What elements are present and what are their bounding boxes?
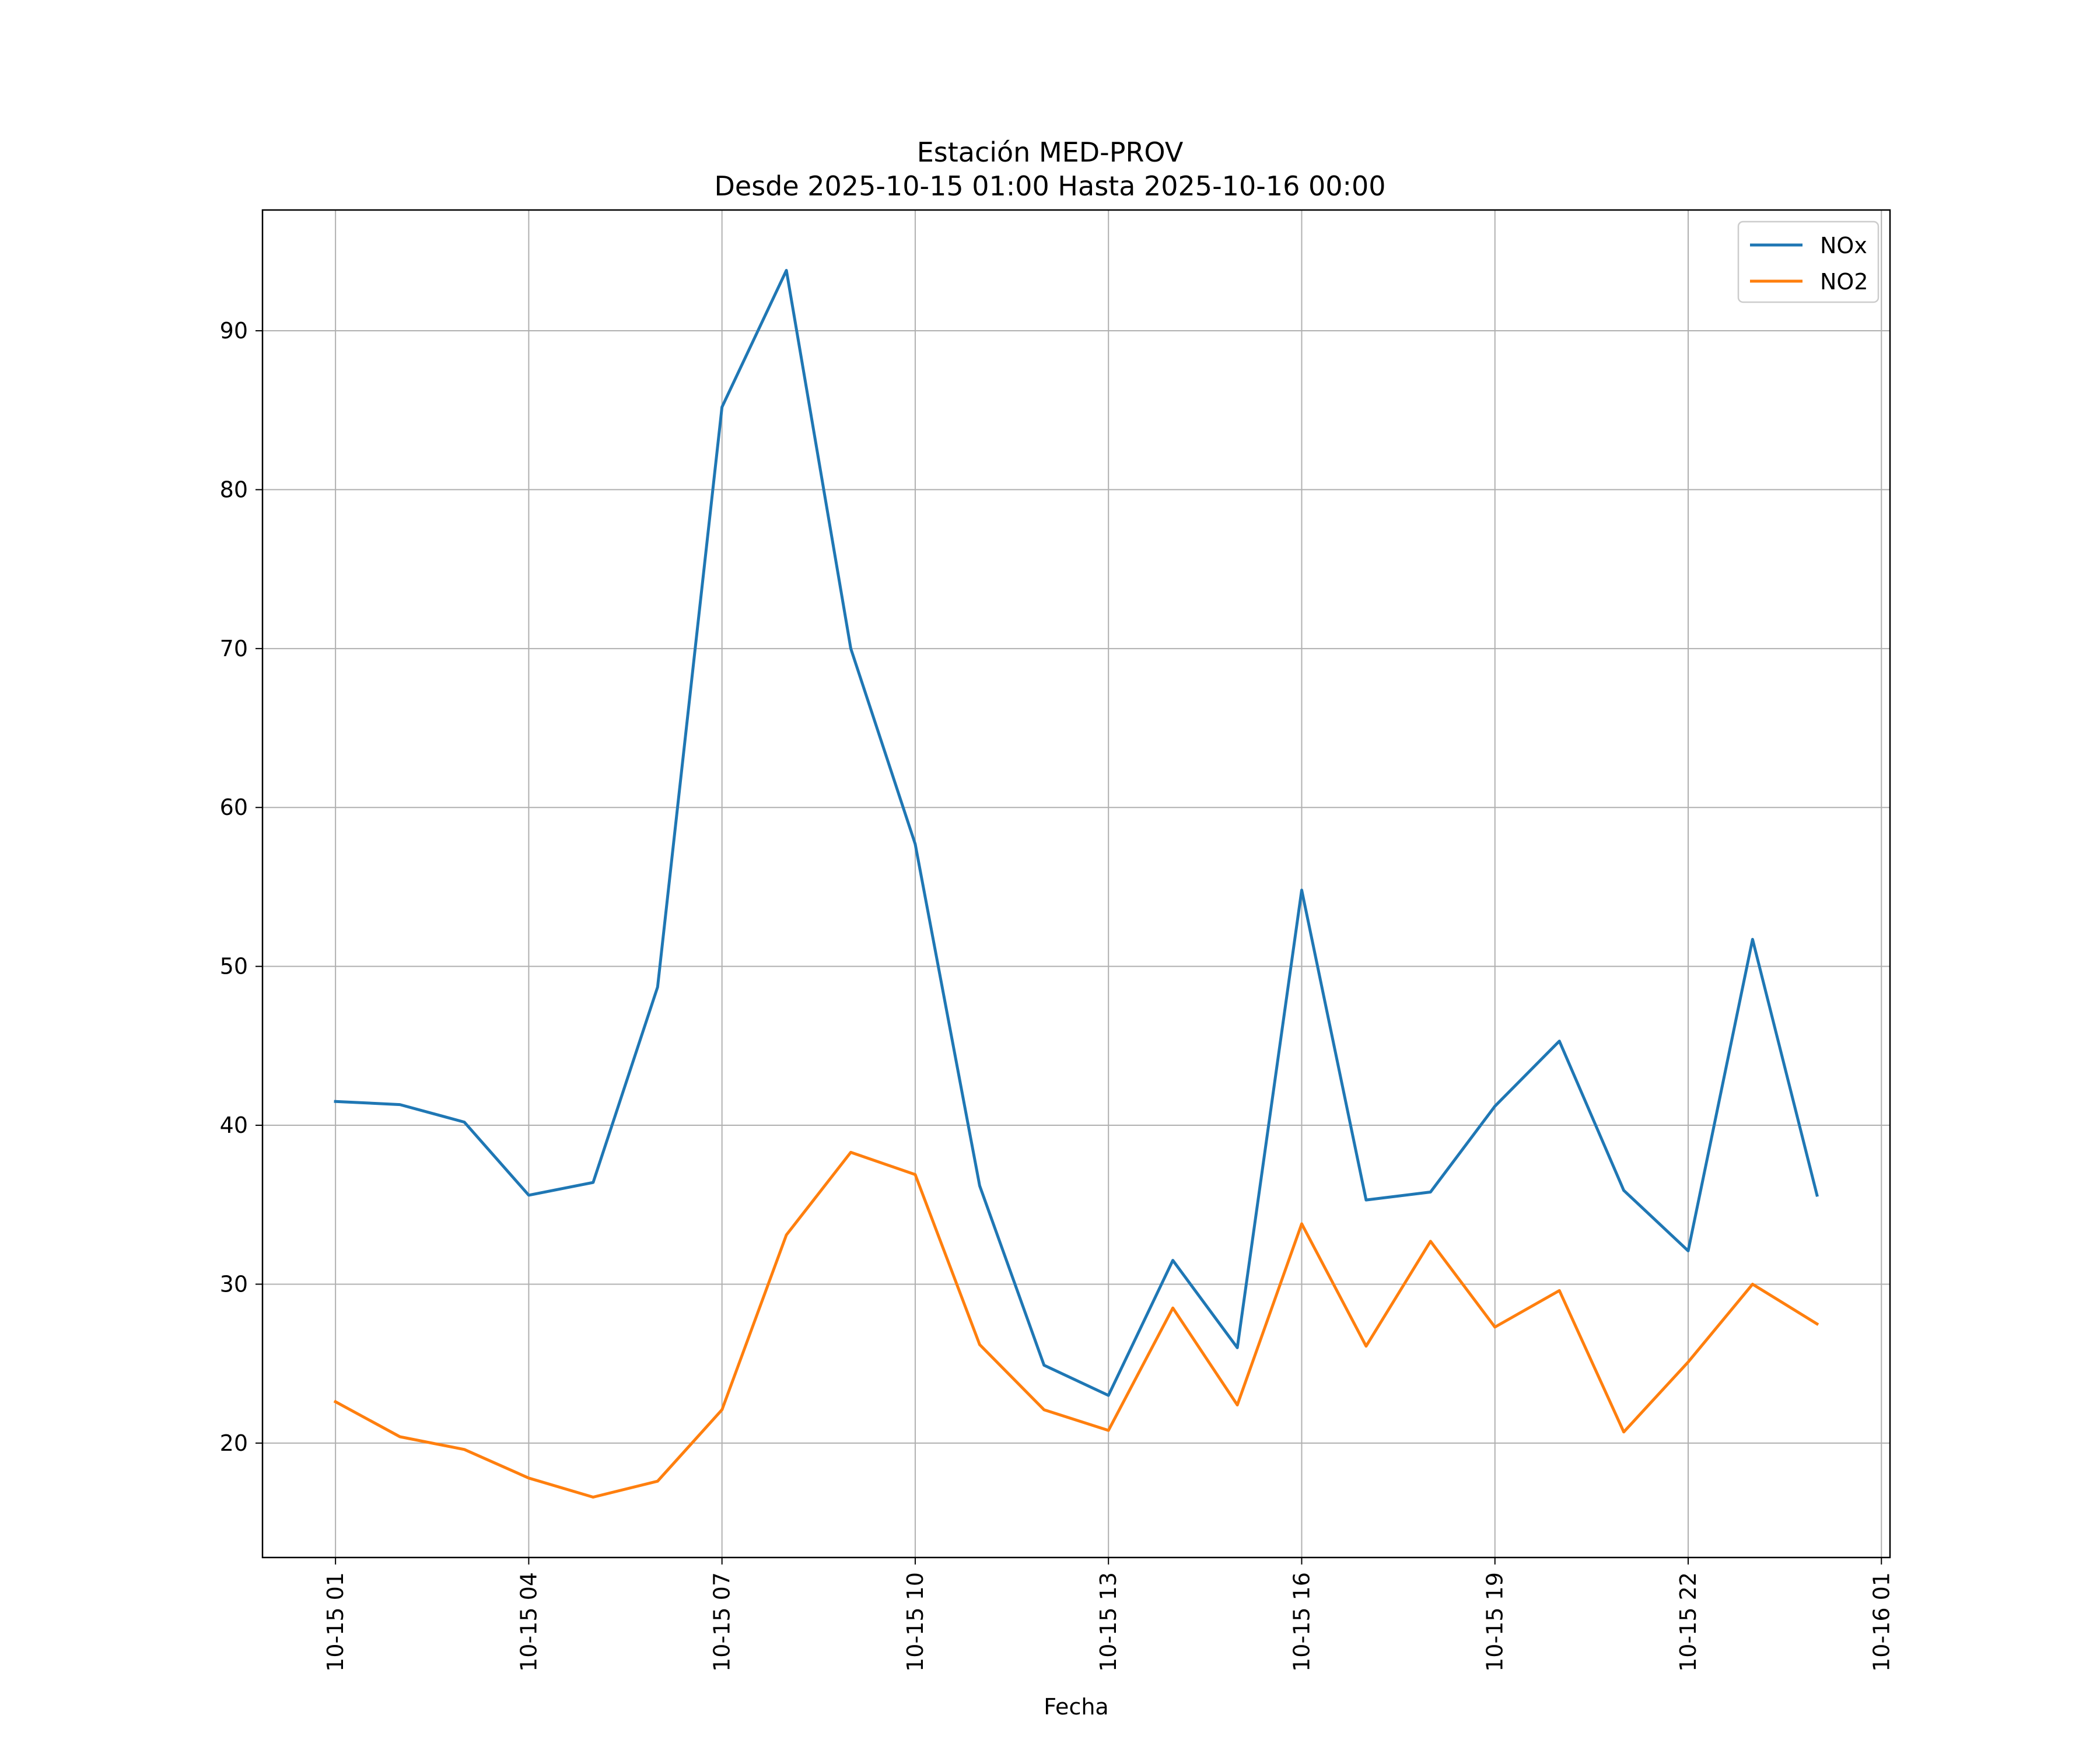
y-tick-label: 40 bbox=[220, 1112, 248, 1138]
legend-label-nox: NOx bbox=[1820, 233, 1867, 258]
y-tick-label: 70 bbox=[220, 636, 248, 662]
x-tick-label: 10-15 07 bbox=[709, 1572, 735, 1672]
series-line-no2 bbox=[333, 1150, 1819, 1499]
x-tick-label: 10-16 01 bbox=[1868, 1572, 1894, 1672]
chart-subtitle: Desde 2025-10-15 01:00 Hasta 2025-10-16 … bbox=[714, 170, 1385, 202]
x-tick-label: 10-15 22 bbox=[1675, 1572, 1701, 1672]
grid-lines bbox=[262, 210, 1890, 1558]
x-axis-label: Fecha bbox=[1044, 1694, 1108, 1720]
y-axis: 20 30 40 50 60 70 80 90 bbox=[220, 318, 262, 1456]
chart-title: Estación MED-PROV bbox=[917, 136, 1184, 168]
plot-frame bbox=[261, 209, 1891, 1559]
x-tick-label: 10-15 10 bbox=[902, 1572, 928, 1672]
y-tick-label: 50 bbox=[220, 954, 248, 979]
x-tick-label: 10-15 19 bbox=[1482, 1572, 1508, 1672]
legend: NOx NO2 bbox=[1737, 220, 1880, 303]
x-tick-label: 10-15 16 bbox=[1289, 1572, 1314, 1672]
y-tick-label: 60 bbox=[220, 794, 248, 820]
series-lines bbox=[333, 269, 1819, 1499]
x-tick-label: 10-15 04 bbox=[516, 1572, 541, 1672]
x-tick-label: 10-15 01 bbox=[323, 1572, 348, 1672]
y-tick-label: 90 bbox=[220, 318, 248, 344]
legend-label-no2: NO2 bbox=[1820, 269, 1868, 295]
x-axis: 10-15 01 10-15 04 10-15 07 10-15 10 10-15 13… bbox=[323, 1558, 1894, 1672]
series-line-nox bbox=[334, 269, 1819, 1397]
y-tick-label: 30 bbox=[220, 1271, 248, 1297]
y-tick-label: 80 bbox=[220, 477, 248, 502]
x-tick-label: 10-15 13 bbox=[1096, 1572, 1121, 1672]
y-tick-label: 20 bbox=[220, 1430, 248, 1456]
